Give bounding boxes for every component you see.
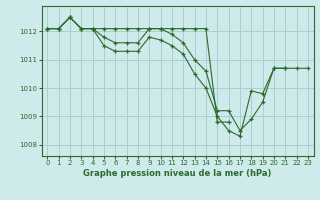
X-axis label: Graphe pression niveau de la mer (hPa): Graphe pression niveau de la mer (hPa) xyxy=(84,169,272,178)
